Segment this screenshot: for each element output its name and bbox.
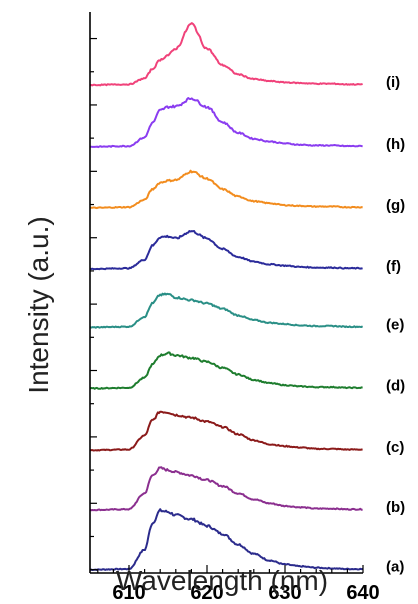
spectrum-line-d [89, 351, 363, 390]
trace-label-c: (c) [386, 439, 404, 456]
trace-label-d: (d) [386, 377, 405, 394]
spectrum-line-f [89, 230, 363, 271]
trace-label-h: (h) [386, 136, 405, 153]
spectrum-line-h [90, 97, 363, 149]
traces [89, 22, 364, 571]
trace-label-b: (b) [386, 499, 405, 516]
x-tick-label: 640 [346, 582, 379, 599]
spectrum-line-b [89, 466, 363, 512]
spectrum-line-e [89, 292, 364, 329]
y-axis-title: Intensity (a.u.) [23, 216, 54, 393]
trace-labels: (a) (b) (c) (d) (e) (f) (g) (h) (i) [386, 74, 405, 576]
trace-label-f: (f) [386, 258, 401, 275]
spectrum-line-a [89, 508, 363, 571]
spectrum-line-c [89, 410, 363, 452]
trace-label-g: (g) [386, 197, 405, 214]
trace-label-a: (a) [386, 559, 404, 576]
trace-label-e: (e) [386, 316, 404, 333]
spectrum-line-i [89, 22, 363, 87]
trace-label-i: (i) [386, 74, 400, 91]
spectrum-line-g [89, 169, 363, 210]
x-axis-title: Wavelength (nm) [116, 565, 328, 596]
